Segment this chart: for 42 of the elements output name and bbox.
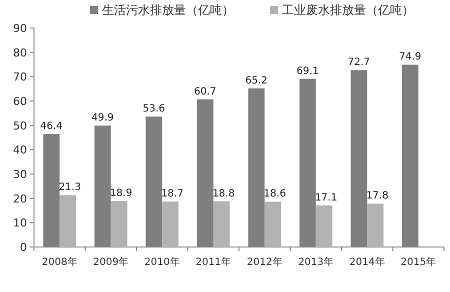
y-tick-label: 40 bbox=[13, 144, 27, 157]
data-label: 65.2 bbox=[245, 75, 268, 86]
data-label: 18.6 bbox=[264, 188, 286, 200]
data-label: 60.7 bbox=[194, 86, 216, 98]
x-tick-label: 2015年 bbox=[400, 256, 436, 268]
legend-label: 生活污水排放量（亿吨） bbox=[102, 3, 234, 17]
x-tick-label: 2011年 bbox=[196, 256, 232, 268]
y-tick-label: 60 bbox=[13, 95, 27, 108]
data-label: 49.9 bbox=[92, 112, 114, 124]
data-label: 46.4 bbox=[40, 121, 63, 132]
bar bbox=[110, 201, 128, 247]
data-label: 18.8 bbox=[212, 188, 235, 200]
y-tick-label: 0 bbox=[20, 241, 27, 254]
x-tick-label: 2013年 bbox=[298, 256, 334, 268]
data-label: 53.6 bbox=[142, 104, 166, 115]
data-label: 72.7 bbox=[348, 57, 370, 68]
bar bbox=[264, 202, 282, 247]
bar bbox=[60, 195, 76, 247]
x-tick-label: 2010年 bbox=[144, 256, 180, 268]
x-tick-label: 2009年 bbox=[93, 256, 129, 268]
legend-label: 工业废水排放量（亿吨） bbox=[282, 3, 414, 17]
x-tick-label: 2008年 bbox=[42, 256, 78, 268]
y-tick-label: 80 bbox=[13, 46, 27, 60]
data-label: 69.1 bbox=[296, 66, 319, 77]
x-tick-label: 2012年 bbox=[246, 256, 282, 268]
bar bbox=[162, 201, 179, 247]
y-tick-label: 20 bbox=[13, 192, 27, 206]
data-label: 18.9 bbox=[110, 188, 132, 200]
y-tick-label: 70 bbox=[13, 70, 27, 84]
y-tick-label: 10 bbox=[13, 216, 27, 230]
bar bbox=[213, 201, 230, 247]
data-label: 18.7 bbox=[161, 188, 184, 200]
data-label: 17.8 bbox=[366, 190, 388, 202]
data-label: 21.3 bbox=[58, 182, 81, 194]
x-tick-label: 2014年 bbox=[349, 256, 385, 268]
data-label: 74.9 bbox=[399, 52, 422, 63]
y-tick-label: 50 bbox=[13, 119, 27, 132]
y-tick-label: 90 bbox=[13, 22, 27, 35]
bar bbox=[316, 205, 332, 247]
bar bbox=[367, 204, 384, 247]
data-label: 17.1 bbox=[314, 192, 338, 204]
y-tick-label: 30 bbox=[13, 168, 27, 181]
